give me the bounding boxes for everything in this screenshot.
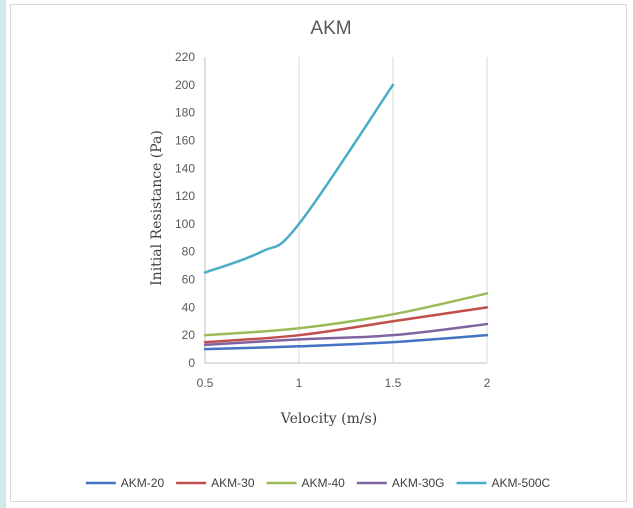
x-tick-label: 1.5 bbox=[385, 376, 402, 390]
series-lines bbox=[203, 83, 489, 351]
x-tick-labels: 0.5 1 1.5 2 bbox=[197, 376, 491, 390]
y-tick-label: 60 bbox=[182, 273, 196, 287]
chart-panel bbox=[10, 4, 627, 502]
y-tick-label: 40 bbox=[182, 300, 196, 314]
legend-label-akm-30g: AKM-30G bbox=[392, 476, 445, 490]
chart-title: AKM bbox=[310, 18, 351, 39]
y-tick-label: 20 bbox=[182, 328, 196, 342]
y-tick-label: 100 bbox=[175, 217, 195, 231]
series-line-akm-20 bbox=[203, 333, 489, 351]
grid-lines bbox=[298, 57, 488, 363]
x-axis-title: Velocity (m/s) bbox=[280, 411, 377, 427]
y-tick-label: 140 bbox=[175, 161, 195, 175]
legend: AKM-20 AKM-30 AKM-40 AKM-30G AKM-500C bbox=[85, 476, 551, 490]
legend-label-akm-40: AKM-40 bbox=[301, 476, 345, 490]
y-tick-label: 160 bbox=[175, 133, 195, 147]
left-accent-strip bbox=[0, 0, 6, 508]
y-tick-labels: 0 20 40 60 80 100 120 140 160 180 200 220 bbox=[175, 50, 195, 370]
series-line-akm-500c bbox=[203, 83, 395, 274]
y-tick-label: 0 bbox=[188, 356, 195, 370]
y-tick-label: 220 bbox=[175, 50, 195, 64]
axes bbox=[204, 57, 487, 364]
y-tick-label: 180 bbox=[175, 106, 195, 120]
y-tick-label: 200 bbox=[175, 78, 195, 92]
legend-label-akm-30: AKM-30 bbox=[211, 476, 255, 490]
y-tick-label: 80 bbox=[182, 245, 196, 259]
series-line-akm-30 bbox=[203, 306, 489, 344]
legend-label-akm-500c: AKM-500C bbox=[492, 476, 551, 490]
x-tick-label: 2 bbox=[484, 376, 491, 390]
x-tick-label: 1 bbox=[296, 376, 303, 390]
x-tick-label: 0.5 bbox=[197, 376, 214, 390]
legend-label-akm-20: AKM-20 bbox=[121, 476, 165, 490]
y-axis-title: Initial Resistance (Pa) bbox=[149, 130, 165, 286]
series-line-akm-40 bbox=[203, 292, 489, 337]
y-tick-label: 120 bbox=[175, 189, 195, 203]
series-line-akm-30g bbox=[203, 322, 489, 347]
